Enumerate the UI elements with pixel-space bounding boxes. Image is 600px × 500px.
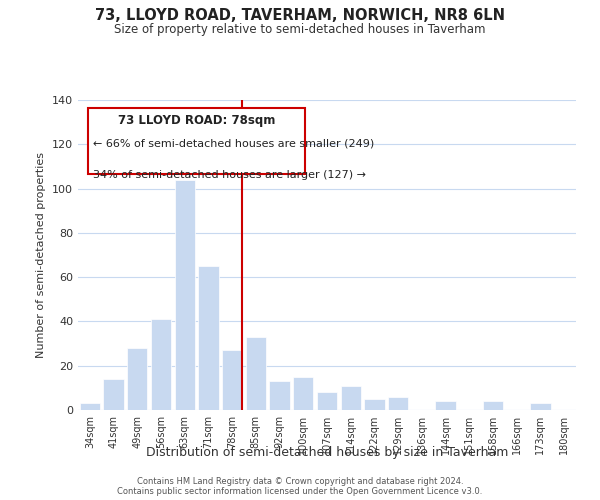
Bar	[293, 377, 313, 410]
Text: Distribution of semi-detached houses by size in Taverham: Distribution of semi-detached houses by …	[146, 446, 508, 459]
Bar	[483, 401, 503, 410]
Bar	[317, 392, 337, 410]
Bar	[222, 350, 242, 410]
Text: 34% of semi-detached houses are larger (127) →: 34% of semi-detached houses are larger (…	[93, 170, 366, 180]
Text: ← 66% of semi-detached houses are smaller (249): ← 66% of semi-detached houses are smalle…	[93, 138, 374, 149]
Text: 73, LLOYD ROAD, TAVERHAM, NORWICH, NR8 6LN: 73, LLOYD ROAD, TAVERHAM, NORWICH, NR8 6…	[95, 8, 505, 22]
Bar	[127, 348, 148, 410]
Bar	[341, 386, 361, 410]
Bar	[364, 399, 385, 410]
Bar	[246, 337, 266, 410]
Bar	[175, 180, 195, 410]
Bar	[436, 401, 455, 410]
Bar	[388, 396, 408, 410]
Bar	[151, 319, 171, 410]
Bar	[269, 381, 290, 410]
Text: Contains HM Land Registry data © Crown copyright and database right 2024.: Contains HM Land Registry data © Crown c…	[137, 476, 463, 486]
Text: Contains public sector information licensed under the Open Government Licence v3: Contains public sector information licen…	[118, 486, 482, 496]
Text: Size of property relative to semi-detached houses in Taverham: Size of property relative to semi-detach…	[114, 22, 486, 36]
Text: 73 LLOYD ROAD: 78sqm: 73 LLOYD ROAD: 78sqm	[118, 114, 275, 127]
FancyBboxPatch shape	[88, 108, 305, 174]
Bar	[199, 266, 218, 410]
Bar	[80, 404, 100, 410]
Y-axis label: Number of semi-detached properties: Number of semi-detached properties	[37, 152, 46, 358]
Bar	[103, 379, 124, 410]
Bar	[530, 404, 551, 410]
